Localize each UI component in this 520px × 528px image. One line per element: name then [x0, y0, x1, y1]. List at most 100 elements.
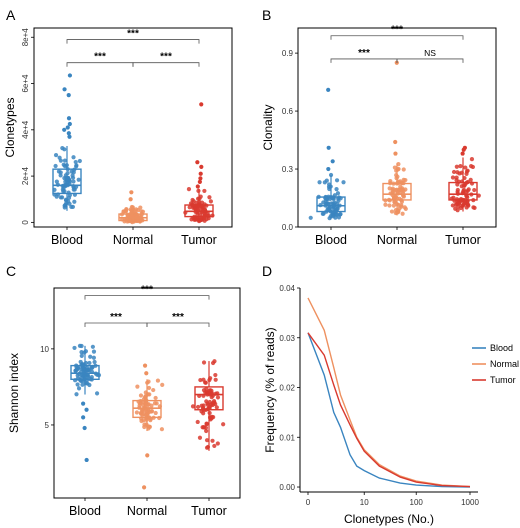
data-point — [85, 367, 90, 373]
data-point — [137, 403, 142, 408]
data-point — [204, 428, 209, 434]
data-point — [204, 438, 210, 443]
data-point — [389, 209, 395, 214]
data-point — [70, 175, 76, 180]
panel-label: A — [6, 7, 16, 23]
outlier-point — [198, 171, 203, 176]
data-point — [215, 395, 221, 400]
data-point — [456, 200, 461, 206]
outlier-point — [66, 131, 71, 136]
significance-label: NS — [424, 48, 436, 58]
x-category-label: Blood — [51, 233, 83, 247]
data-point — [146, 385, 152, 391]
data-point — [72, 199, 77, 204]
data-point — [334, 187, 339, 192]
y-tick-label: 0 — [21, 220, 30, 225]
data-point — [190, 404, 196, 409]
data-point — [398, 184, 403, 189]
data-point — [62, 158, 68, 163]
data-point — [205, 402, 211, 408]
data-point — [221, 422, 226, 427]
significance-bracket — [330, 58, 398, 63]
data-point — [455, 187, 460, 193]
data-point — [62, 205, 67, 210]
data-point — [464, 189, 469, 194]
data-point — [453, 206, 458, 211]
outlier-point — [67, 73, 73, 78]
y-tick-label: 0.6 — [282, 107, 294, 116]
data-point — [54, 194, 59, 199]
data-point — [90, 344, 95, 349]
y-tick-label: 4e+4 — [21, 120, 30, 139]
data-point — [143, 400, 148, 406]
legend-label: Normal — [490, 359, 519, 369]
y-tick-label: 10 — [40, 345, 49, 354]
data-point — [341, 180, 346, 185]
significance-bracket — [146, 322, 210, 327]
outlier-point — [326, 166, 331, 172]
outlier-point — [67, 121, 72, 127]
data-point — [471, 205, 476, 210]
data-point — [53, 152, 59, 158]
data-point — [469, 164, 474, 169]
data-point — [204, 399, 209, 404]
data-point — [153, 395, 158, 401]
outlier-point — [145, 453, 150, 458]
data-point — [71, 179, 76, 184]
data-point — [201, 377, 206, 382]
data-point — [213, 372, 218, 378]
x-category-label: Blood — [69, 504, 101, 518]
x-tick-label: 100 — [410, 498, 424, 507]
data-point — [400, 187, 405, 193]
data-point — [454, 177, 459, 183]
data-point — [94, 391, 100, 396]
data-point — [464, 169, 470, 174]
series-line — [307, 332, 471, 488]
data-point — [403, 177, 408, 183]
y-tick-label: 0.9 — [282, 49, 294, 58]
data-point — [213, 377, 218, 382]
significance-bracket — [84, 322, 148, 327]
y-axis-label: Shannon index — [7, 353, 21, 433]
data-point — [451, 169, 457, 175]
x-category-label: Normal — [127, 504, 167, 518]
data-point — [71, 155, 76, 160]
data-point — [143, 412, 148, 418]
data-point — [402, 205, 407, 210]
outlier-point — [460, 151, 465, 156]
data-point — [201, 425, 206, 430]
x-category-label: Tumor — [181, 233, 217, 247]
data-point — [195, 419, 200, 425]
data-point — [209, 388, 214, 393]
data-point — [201, 360, 207, 365]
data-point — [75, 382, 80, 387]
outlier-point — [326, 87, 331, 92]
data-point — [210, 438, 215, 443]
data-point — [65, 171, 70, 176]
data-point — [338, 212, 343, 217]
data-point — [190, 197, 195, 203]
data-point — [186, 186, 192, 192]
data-point — [210, 401, 216, 406]
data-point — [138, 205, 143, 210]
outlier-point — [195, 184, 200, 189]
data-point — [458, 164, 463, 169]
x-category-label: Normal — [377, 233, 417, 247]
data-point — [326, 184, 332, 189]
data-point — [58, 170, 63, 175]
data-point — [197, 435, 203, 440]
outlier-point — [66, 116, 72, 121]
y-tick-label: 8e+4 — [21, 28, 30, 47]
data-point — [464, 205, 469, 210]
x-category-label: Blood — [315, 233, 347, 247]
data-point — [328, 196, 333, 202]
significance-label: *** — [141, 285, 153, 296]
data-point — [204, 386, 209, 391]
data-point — [87, 360, 92, 366]
outlier-point — [128, 197, 133, 202]
outlier-point — [330, 159, 335, 164]
legend-label: Blood — [490, 343, 513, 353]
data-point — [399, 203, 404, 208]
x-category-label: Tumor — [445, 233, 481, 247]
